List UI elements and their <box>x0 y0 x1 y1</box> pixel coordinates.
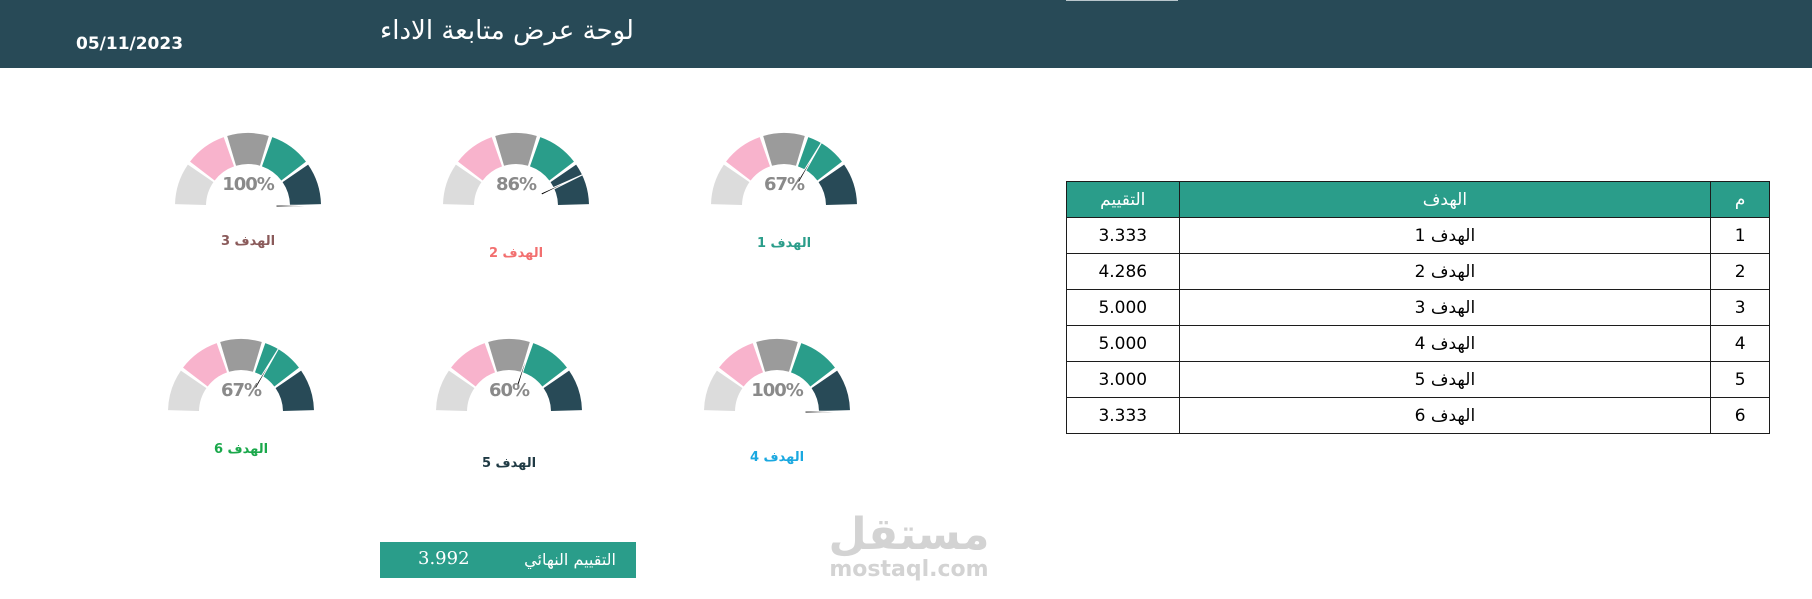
gauge-needle <box>540 174 584 196</box>
gauge-segment-pink <box>726 137 771 181</box>
gauge-segment-teal <box>261 137 306 181</box>
gauge-2-percent: 86% <box>495 174 537 195</box>
gauge-segment-dark <box>818 164 857 205</box>
gauge-goal-1: 67% الهدف 1 <box>704 118 864 251</box>
header-bar: 05/11/2023 لوحة عرض متابعة الاداء <box>0 0 1812 68</box>
gauge-needle <box>804 410 852 414</box>
gauge-6-label: الهدف 6 <box>213 442 269 457</box>
row-goal: الهدف 5 <box>1178 361 1712 398</box>
watermark-arabic: مستقل <box>828 509 990 560</box>
gauge-4-label: الهدف 4 <box>749 450 805 465</box>
gauge-goal-6: 67% الهدف 6 <box>161 324 321 457</box>
row-goal: الهدف 3 <box>1178 289 1712 326</box>
gauge-5-percent: 60% <box>488 380 530 401</box>
page-title: لوحة عرض متابعة الاداء <box>380 16 634 46</box>
table-row: 3.000 الهدف 5 5 <box>1066 361 1770 398</box>
header-goal: الهدف <box>1178 181 1712 218</box>
row-goal: الهدف 1 <box>1178 217 1712 254</box>
final-score-box: التقييم النهائي 3.992 <box>380 542 636 578</box>
gauge-segment-light <box>175 164 214 205</box>
gauge-segment-light <box>704 370 743 411</box>
header-top-line <box>1066 0 1178 1</box>
row-goal: الهدف 6 <box>1178 397 1712 434</box>
gauge-3-chart <box>175 133 323 208</box>
gauge-segment-dark <box>282 164 321 205</box>
gauge-goal-3: 100% الهدف 3 <box>168 118 328 249</box>
row-score: 3.333 <box>1066 397 1180 434</box>
gauge-segment-pink <box>190 137 235 181</box>
scores-table: التقييم الهدف م 3.333 الهدف 1 1 4.286 ال… <box>1066 181 1770 434</box>
row-index: 6 <box>1710 397 1770 434</box>
gauge-5-chart <box>436 339 582 411</box>
gauge-segment-pink <box>183 343 228 387</box>
gauge-needle <box>516 341 533 387</box>
gauge-segment-gray <box>756 339 798 372</box>
gauge-needle <box>275 204 323 208</box>
gauge-goal-4: 100% الهدف 4 <box>697 324 857 465</box>
final-score-label: التقييم النهائي <box>524 550 616 569</box>
gauge-6-percent: 67% <box>220 380 262 401</box>
gauge-segment-light <box>711 164 750 205</box>
gauge-3-label: الهدف 3 <box>220 234 276 249</box>
row-goal: الهدف 4 <box>1178 325 1712 362</box>
gauge-segment-gray <box>763 133 805 166</box>
table-row: 3.333 الهدف 6 6 <box>1066 397 1770 434</box>
final-score-value: 3.992 <box>418 548 470 569</box>
gauge-1-percent: 67% <box>763 174 805 195</box>
gauge-segment-light <box>443 164 482 205</box>
row-score: 4.286 <box>1066 253 1180 290</box>
gauge-segment-gray <box>220 339 262 372</box>
gauge-segment-dark <box>275 370 314 411</box>
report-date: 05/11/2023 <box>76 34 184 54</box>
row-score: 5.000 <box>1066 289 1180 326</box>
row-score: 5.000 <box>1066 325 1180 362</box>
gauge-4-chart <box>704 339 852 414</box>
watermark: مستقل mostaql.com <box>824 512 994 582</box>
gauge-2-chart <box>443 133 589 205</box>
header-index: م <box>1710 181 1770 218</box>
gauge-segment-dark <box>543 370 582 411</box>
row-index: 3 <box>1710 289 1770 326</box>
gauge-segment-pink <box>458 137 503 181</box>
gauge-segment-pink <box>451 343 496 387</box>
row-score: 3.333 <box>1066 217 1180 254</box>
gauge-segment-dark <box>550 164 589 205</box>
table-header-row: التقييم الهدف م <box>1066 181 1770 218</box>
gauge-5-label: الهدف 5 <box>481 456 537 471</box>
gauge-segment-light <box>436 370 475 411</box>
gauge-segment-teal <box>522 343 567 387</box>
watermark-latin: mostaql.com <box>829 557 989 582</box>
row-index: 5 <box>1710 361 1770 398</box>
row-index: 4 <box>1710 325 1770 362</box>
gauge-goal-2: 86% الهدف 2 <box>436 118 596 261</box>
gauge-segment-gray <box>488 339 530 372</box>
gauge-6-chart <box>168 339 314 411</box>
gauge-segment-teal <box>529 137 574 181</box>
row-index: 1 <box>1710 217 1770 254</box>
gauge-segment-light <box>168 370 207 411</box>
gauge-segment-pink <box>719 343 764 387</box>
gauge-4-percent: 100% <box>751 380 804 401</box>
gauge-segment-teal <box>797 137 842 181</box>
gauge-segment-gray <box>495 133 537 166</box>
gauge-1-label: الهدف 1 <box>756 236 812 251</box>
gauge-goal-5: 60% الهدف 5 <box>429 324 589 471</box>
gauge-segment-dark <box>811 370 850 411</box>
row-score: 3.000 <box>1066 361 1180 398</box>
gauge-1-chart <box>711 133 857 205</box>
table-row: 3.333 الهدف 1 1 <box>1066 217 1770 254</box>
gauge-needle <box>253 348 280 390</box>
gauge-segment-teal <box>254 343 299 387</box>
gauge-2-label: الهدف 2 <box>488 246 544 261</box>
row-index: 2 <box>1710 253 1770 290</box>
table-row: 4.286 الهدف 2 2 <box>1066 253 1770 290</box>
gauge-needle <box>796 142 823 184</box>
row-goal: الهدف 2 <box>1178 253 1712 290</box>
gauge-segment-teal <box>790 343 835 387</box>
table-row: 5.000 الهدف 3 3 <box>1066 289 1770 326</box>
header-score: التقييم <box>1066 181 1180 218</box>
gauge-3-percent: 100% <box>222 174 275 195</box>
table-row: 5.000 الهدف 4 4 <box>1066 325 1770 362</box>
gauge-segment-gray <box>227 133 269 166</box>
